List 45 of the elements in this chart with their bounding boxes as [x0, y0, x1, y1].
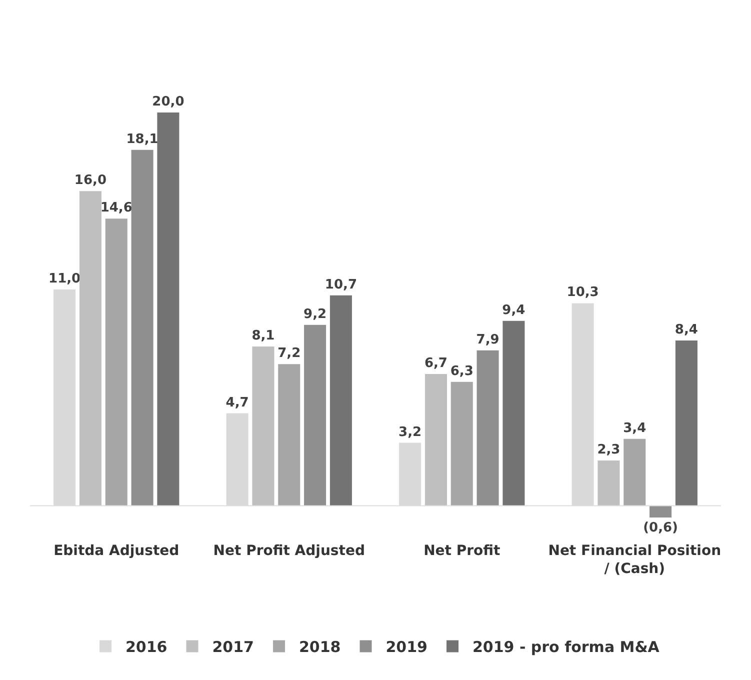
bar — [650, 506, 672, 518]
data-label: 4,7 — [226, 395, 249, 410]
data-label: 9,2 — [304, 306, 327, 322]
data-label: 7,9 — [476, 332, 500, 348]
bar — [304, 324, 326, 506]
data-label: 8,4 — [674, 322, 698, 338]
legend-label: 2017 — [212, 638, 254, 656]
data-label: 3,4 — [623, 420, 646, 436]
bar — [502, 320, 525, 506]
bar — [131, 150, 154, 506]
bar — [79, 191, 102, 506]
x-tick-label: Net Profit Adjusted — [213, 543, 365, 559]
data-label: 8,1 — [252, 328, 275, 344]
data-label: 6,7 — [424, 356, 448, 371]
bar — [675, 340, 698, 506]
data-label: 9,4 — [502, 302, 526, 318]
data-label: 2,3 — [597, 442, 620, 458]
x-tick-label: Net Financial Position / (Cash) — [548, 543, 722, 578]
data-label: (0,6) — [643, 520, 678, 536]
data-label: 10,7 — [324, 277, 357, 292]
data-label: 18,1 — [126, 132, 158, 147]
data-label: 3,2 — [398, 424, 422, 440]
x-tick-label: Ebitda Adjusted — [54, 543, 180, 559]
data-label: 10,3 — [566, 285, 599, 300]
data-label: 6,3 — [450, 364, 474, 379]
data-label: 7,2 — [278, 346, 301, 362]
legend-label: 2019 - pro forma M&A — [472, 638, 660, 656]
bar — [476, 350, 499, 506]
bar — [598, 460, 620, 506]
bar — [252, 346, 274, 506]
bar — [330, 295, 352, 506]
data-label: 20,0 — [152, 94, 184, 110]
data-label: 11,0 — [48, 271, 81, 286]
x-tick-label: Net Profit — [424, 543, 500, 559]
legend-label: 2016 — [126, 638, 168, 656]
bar — [624, 438, 646, 506]
legend-label: 2019 — [386, 638, 428, 656]
bar — [278, 364, 300, 506]
legend-label: 2018 — [299, 638, 341, 656]
data-label: 16,0 — [74, 173, 107, 188]
bar — [450, 382, 473, 506]
bar — [157, 112, 180, 506]
data-label: 14,6 — [100, 200, 132, 216]
bar — [105, 218, 128, 506]
bar — [424, 374, 447, 506]
